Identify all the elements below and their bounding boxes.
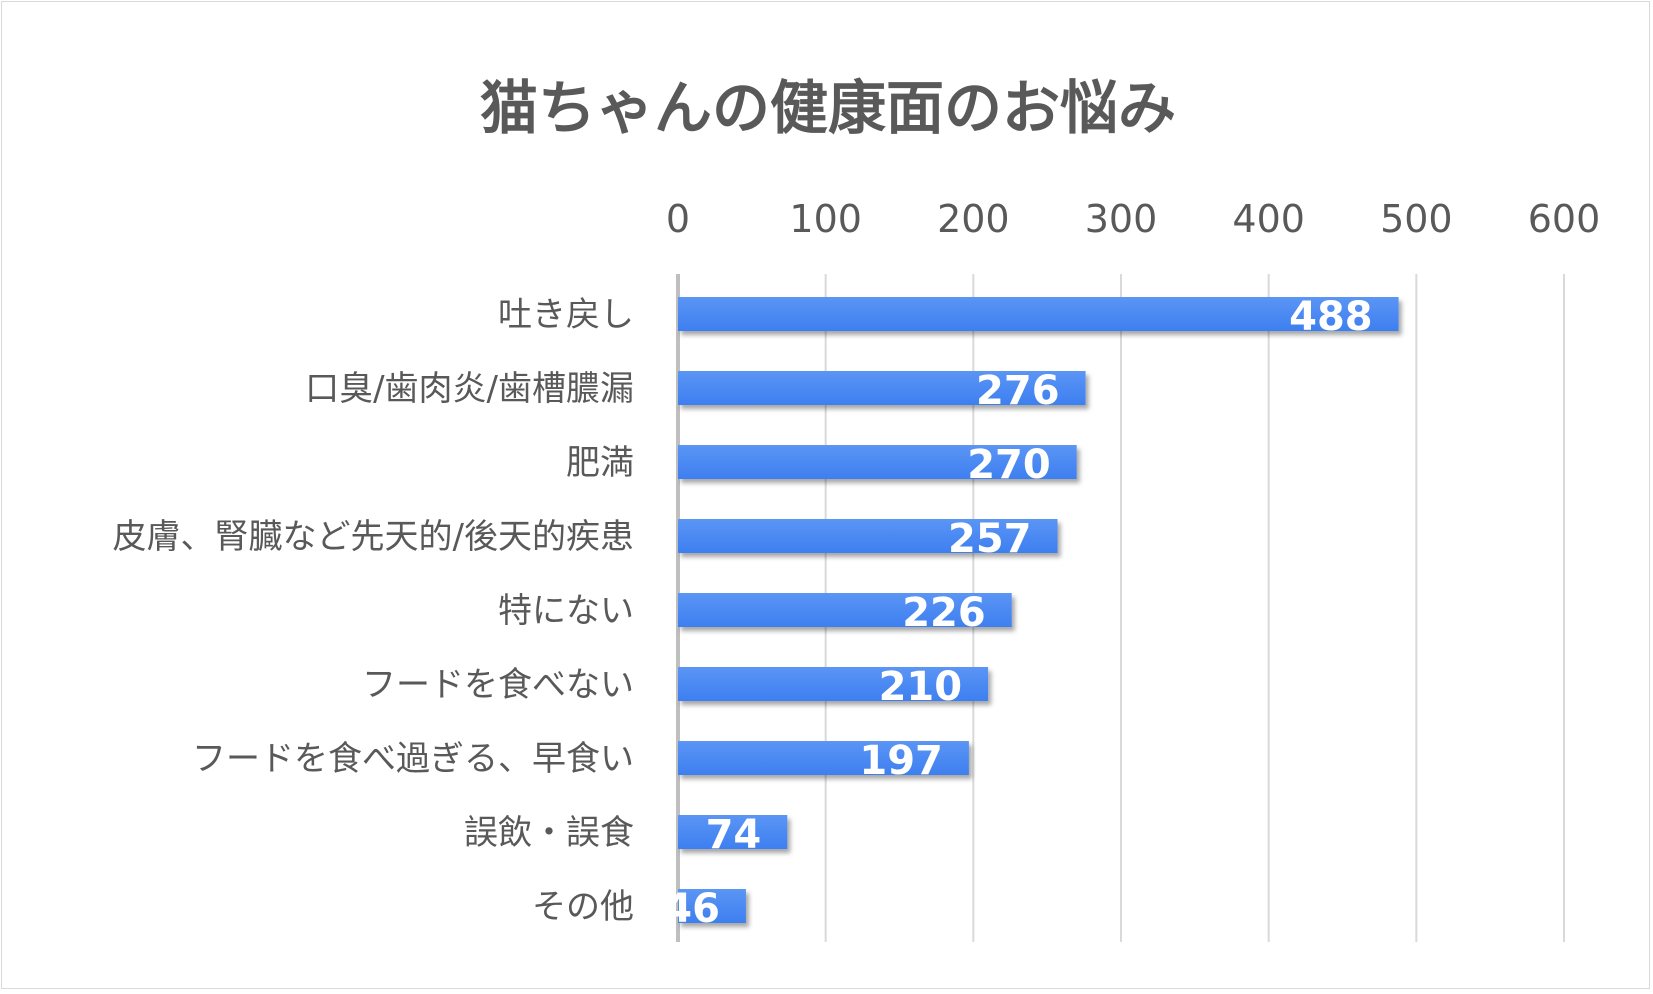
bar <box>678 667 989 701</box>
chart-title: 猫ちゃんの健康面のお悩み <box>480 74 1176 142</box>
x-tick-label: 200 <box>937 197 1010 241</box>
category-label: 誤飲・誤食 <box>464 813 634 853</box>
x-tick-label: 600 <box>1528 197 1601 241</box>
data-label: 46 <box>664 886 720 932</box>
x-tick-label: 100 <box>789 197 862 241</box>
data-label: 197 <box>859 738 943 784</box>
data-label: 488 <box>1289 294 1373 340</box>
x-tick-label: 400 <box>1232 197 1305 241</box>
bar <box>678 815 788 849</box>
data-label: 74 <box>706 812 762 858</box>
category-label: 口臭/歯肉炎/歯槽膿漏 <box>305 369 634 409</box>
bars <box>678 297 1399 923</box>
category-labels: 吐き戻し口臭/歯肉炎/歯槽膿漏肥満皮膚、腎臓など先天的/後天的疾患特にないフード… <box>113 295 634 927</box>
category-label: 肥満 <box>566 443 634 483</box>
bar <box>678 519 1058 553</box>
category-label: その他 <box>532 887 634 927</box>
category-label: 特にない <box>498 591 634 631</box>
bar <box>678 445 1077 479</box>
x-tick-label: 500 <box>1380 197 1453 241</box>
bar <box>678 593 1012 627</box>
data-label: 257 <box>948 516 1032 562</box>
bar <box>678 741 969 775</box>
bar <box>678 297 1399 331</box>
data-label: 210 <box>879 664 963 710</box>
value-labels: 488 276 270 257 226 210 197 74 46 <box>664 294 1372 932</box>
bar <box>678 371 1086 405</box>
bar <box>678 889 746 923</box>
category-label: 皮膚、腎臓など先天的/後天的疾患 <box>113 517 634 557</box>
data-label: 226 <box>902 590 986 636</box>
data-label: 270 <box>967 442 1051 488</box>
x-tick-label: 0 <box>666 197 690 241</box>
x-tick-label: 300 <box>1085 197 1158 241</box>
category-label: フードを食べない <box>362 665 634 705</box>
data-label: 276 <box>976 368 1060 414</box>
x-axis-ticks: 0 100 200 300 400 500 600 <box>666 197 1600 241</box>
category-label: 吐き戻し <box>498 295 634 335</box>
category-label: フードを食べ過ぎる、早食い <box>192 739 634 779</box>
